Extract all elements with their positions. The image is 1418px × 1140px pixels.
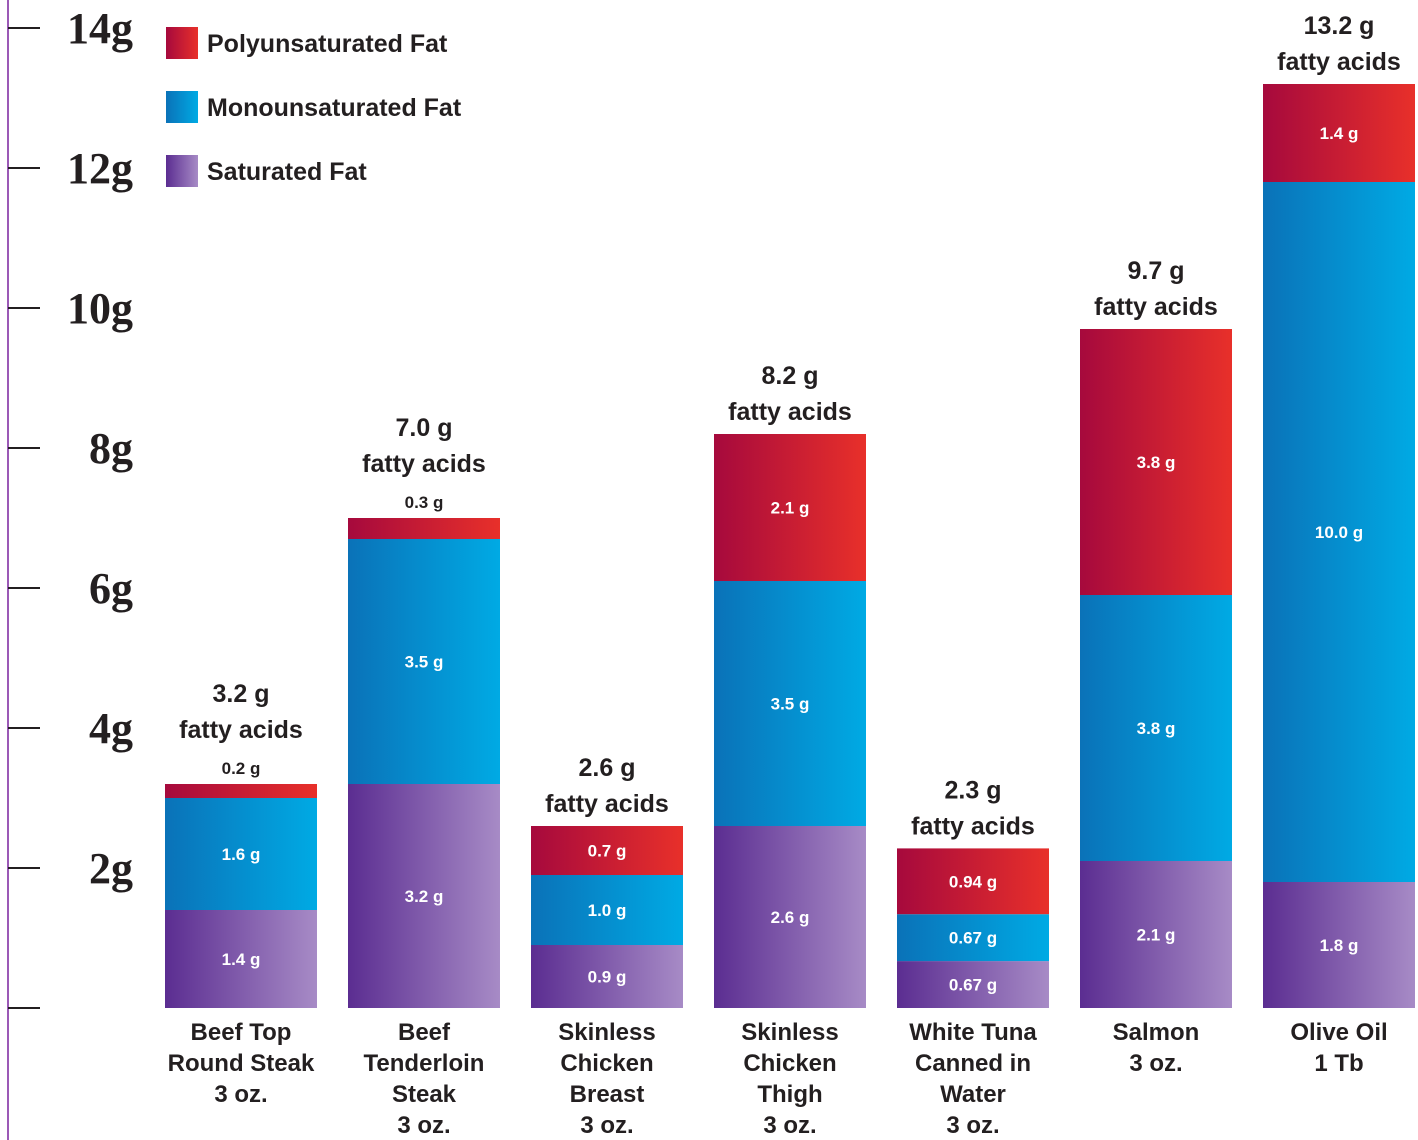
bar-segment [714, 826, 866, 1008]
category-label: Chicken [743, 1050, 836, 1077]
category-label: Beef Top [191, 1019, 292, 1046]
bar-segment [348, 518, 500, 539]
y-tick-label: 14g [67, 4, 133, 53]
category-label: Steak [392, 1081, 457, 1108]
total-caption-label: fatty acids [545, 790, 669, 818]
bar-segment [531, 826, 683, 875]
bar-segment [165, 798, 317, 910]
total-caption-label: fatty acids [911, 812, 1035, 840]
category-label: 3 oz. [763, 1112, 816, 1139]
segment-value-label: 10.0 g [1315, 523, 1363, 542]
bar-segment [531, 945, 683, 1008]
total-caption-label: fatty acids [1094, 293, 1218, 321]
segment-value-label: 1.8 g [1320, 936, 1359, 955]
total-value-label: 7.0 g [396, 414, 453, 442]
bar-segment [348, 539, 500, 784]
legend: Polyunsaturated Fat Monounsaturated Fat Sa… [166, 27, 462, 187]
category-label: Water [940, 1081, 1006, 1108]
bar-segment [1263, 182, 1415, 882]
category-label: Skinless [558, 1019, 655, 1046]
total-value-label: 8.2 g [762, 362, 819, 390]
total-caption-label: fatty acids [179, 716, 303, 744]
bar-segment [531, 875, 683, 945]
category-label: 3 oz. [1129, 1050, 1182, 1077]
segment-value-label: 0.94 g [949, 872, 997, 891]
segment-value-label: 3.5 g [771, 695, 810, 714]
bar-segment [165, 784, 317, 798]
bar-segment [897, 914, 1049, 962]
category-label: Beef [398, 1019, 451, 1046]
bar-segment [1263, 84, 1415, 182]
y-tick-label: 8g [89, 424, 133, 473]
segment-value-label: 1.6 g [222, 845, 261, 864]
category-label: 3 oz. [946, 1112, 999, 1139]
segment-value-label: 2.1 g [771, 499, 810, 518]
category-label: 1 Tb [1314, 1050, 1363, 1077]
y-tick-label: 2g [89, 844, 133, 893]
category-label: Breast [570, 1081, 645, 1108]
total-caption-label: fatty acids [362, 450, 486, 478]
segment-value-label: 0.67 g [949, 976, 997, 995]
legend-swatch [166, 27, 198, 59]
bar-segment [1080, 595, 1232, 861]
bar-segment [714, 434, 866, 581]
y-axis: 2g 4g 6g 8g 10g 12g 14g [7, 0, 133, 1140]
category-label: Chicken [560, 1050, 653, 1077]
category-label: 3 oz. [214, 1081, 267, 1108]
segment-value-label: 0.67 g [949, 929, 997, 948]
segment-value-label: 1.0 g [588, 901, 627, 920]
category-label: Olive Oil [1290, 1019, 1387, 1046]
segment-value-label: 1.4 g [222, 950, 261, 969]
category-label: Tenderloin [364, 1050, 485, 1077]
category-label: 3 oz. [580, 1112, 633, 1139]
category-label: 3 oz. [397, 1112, 450, 1139]
bars: 1.4 g 1.6 g 0.2 g 3.2 g fatty acids 3.2 g 3.5 … [165, 12, 1415, 1008]
category-label: Thigh [757, 1081, 822, 1108]
total-value-label: 3.2 g [213, 680, 270, 708]
bar-segment [165, 910, 317, 1008]
segment-value-label: 1.4 g [1320, 124, 1359, 143]
bar-segment [1263, 882, 1415, 1008]
segment-value-label: 0.9 g [588, 968, 627, 987]
y-tick-label: 4g [89, 704, 133, 753]
category-labels: Beef Top Round Steak 3 oz. Beef Tenderloin St… [168, 1019, 1388, 1139]
total-value-label: 2.6 g [579, 754, 636, 782]
segment-value-label: 0.7 g [588, 842, 627, 861]
bar-segment [348, 784, 500, 1008]
category-label: Canned in [915, 1050, 1031, 1077]
segment-value-label: 0.2 g [222, 759, 261, 778]
total-caption-label: fatty acids [728, 398, 852, 426]
legend-label: Polyunsaturated Fat [207, 30, 448, 58]
y-tick-label: 12g [67, 144, 133, 193]
segment-value-label: 0.3 g [405, 493, 444, 512]
legend-label: Monounsaturated Fat [207, 94, 462, 122]
total-value-label: 13.2 g [1304, 12, 1375, 40]
total-value-label: 9.7 g [1128, 257, 1185, 285]
bar-segment [897, 961, 1049, 1008]
total-caption-label: fatty acids [1277, 48, 1401, 76]
total-value-label: 2.3 g [945, 776, 1002, 804]
y-tick-label: 6g [89, 564, 133, 613]
legend-swatch [166, 155, 198, 187]
category-label: Skinless [741, 1019, 838, 1046]
category-label: Round Steak [168, 1050, 315, 1077]
category-label: White Tuna [909, 1019, 1037, 1046]
legend-swatch [166, 91, 198, 123]
bar-segment [897, 848, 1049, 915]
bar-segment [1080, 329, 1232, 595]
y-tick-label: 10g [67, 284, 133, 333]
segment-value-label: 3.8 g [1137, 453, 1176, 472]
segment-value-label: 2.6 g [771, 908, 810, 927]
legend-label: Saturated Fat [207, 158, 367, 186]
category-label: Salmon [1113, 1019, 1200, 1046]
bar-segment [714, 581, 866, 826]
segment-value-label: 3.8 g [1137, 719, 1176, 738]
segment-value-label: 3.5 g [405, 653, 444, 672]
bar-segment [1080, 861, 1232, 1008]
segment-value-label: 2.1 g [1137, 926, 1176, 945]
segment-value-label: 3.2 g [405, 887, 444, 906]
